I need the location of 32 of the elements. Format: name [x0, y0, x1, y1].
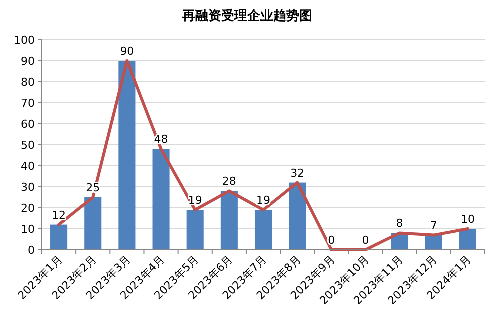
bar — [289, 182, 306, 250]
y-tick-label: 80 — [21, 76, 35, 89]
y-tick-label: 100 — [14, 34, 35, 47]
data-label: 90 — [120, 45, 134, 58]
bar — [425, 235, 442, 250]
y-tick-label: 50 — [21, 139, 35, 152]
chart-title: 再融资受理企业趋势图 — [182, 8, 312, 24]
data-label: 10 — [460, 213, 475, 226]
data-label: 0 — [328, 234, 336, 247]
data-label: 28 — [222, 175, 236, 188]
bar — [254, 210, 272, 250]
y-tick-label: 90 — [21, 55, 35, 68]
bar — [152, 149, 170, 250]
data-label: 32 — [290, 166, 305, 180]
data-label: 8 — [396, 217, 404, 230]
bar — [50, 224, 68, 250]
y-tick-label: 70 — [21, 97, 35, 110]
data-label: 12 — [52, 208, 66, 222]
bar — [186, 210, 204, 250]
y-tick-label: 20 — [21, 202, 35, 215]
bar — [118, 61, 136, 250]
y-tick-label: 60 — [21, 118, 35, 131]
data-label: 7 — [430, 219, 438, 232]
y-tick-label: 0 — [28, 244, 35, 257]
bar — [220, 191, 238, 250]
data-label: 0 — [362, 234, 370, 247]
bar — [84, 198, 102, 250]
y-tick-label: 10 — [21, 223, 35, 236]
y-tick-label: 30 — [21, 181, 35, 194]
y-tick-label: 40 — [21, 160, 35, 173]
data-label: 19 — [256, 194, 270, 208]
bar — [459, 229, 476, 250]
